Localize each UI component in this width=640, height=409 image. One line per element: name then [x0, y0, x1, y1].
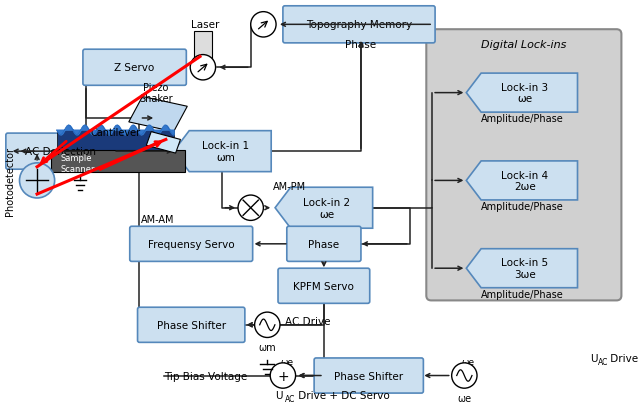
Text: Phase Shifter: Phase Shifter [334, 371, 403, 381]
Text: Z Servo: Z Servo [115, 63, 155, 73]
Circle shape [251, 13, 276, 38]
Text: AM-PM: AM-PM [273, 182, 307, 192]
Text: Phase: Phase [346, 40, 376, 50]
Text: Sample
Scanner: Sample Scanner [61, 154, 95, 173]
FancyBboxPatch shape [287, 227, 361, 262]
Text: AC Deflection: AC Deflection [25, 147, 96, 157]
Text: Amplitude/Phase: Amplitude/Phase [481, 114, 563, 124]
Text: Amplitude/Phase: Amplitude/Phase [481, 289, 563, 299]
Text: Lock-in 1
ωm: Lock-in 1 ωm [202, 141, 249, 162]
FancyBboxPatch shape [83, 50, 186, 86]
Text: AC: AC [598, 357, 609, 366]
Text: Laser: Laser [191, 20, 219, 30]
Text: ωe: ωe [458, 393, 472, 403]
Text: Lock-in 3
ωe: Lock-in 3 ωe [501, 83, 548, 104]
Text: AC: AC [285, 394, 295, 403]
FancyBboxPatch shape [6, 134, 115, 170]
Bar [51, 151, 186, 172]
Circle shape [238, 196, 264, 221]
Text: +: + [277, 369, 289, 382]
FancyBboxPatch shape [283, 7, 435, 44]
Text: Lock-in 4
2ωe: Lock-in 4 2ωe [501, 170, 548, 192]
FancyBboxPatch shape [426, 30, 621, 301]
Text: Frequensy Servo: Frequensy Servo [148, 239, 234, 249]
Polygon shape [129, 97, 188, 133]
Text: Tip Bias Voltage: Tip Bias Voltage [164, 371, 247, 381]
Polygon shape [467, 162, 577, 200]
Text: U: U [590, 353, 598, 363]
Polygon shape [275, 188, 372, 229]
Circle shape [270, 363, 296, 388]
Text: Cantilever: Cantilever [90, 127, 140, 137]
Text: ωe: ωe [461, 357, 475, 366]
Polygon shape [467, 74, 577, 113]
Circle shape [19, 164, 54, 198]
Text: Lock-in 2
ωe: Lock-in 2 ωe [303, 198, 351, 219]
FancyBboxPatch shape [278, 269, 370, 303]
Text: Phase Shifter: Phase Shifter [157, 320, 226, 330]
Circle shape [452, 363, 477, 388]
FancyBboxPatch shape [194, 32, 212, 65]
Text: AM-AM: AM-AM [141, 215, 175, 225]
Text: Digital Lock-ins: Digital Lock-ins [481, 40, 566, 50]
Text: Drive: Drive [607, 353, 638, 363]
Polygon shape [173, 131, 271, 172]
FancyBboxPatch shape [130, 227, 253, 262]
Text: ωe: ωe [280, 357, 293, 366]
Circle shape [255, 312, 280, 338]
Text: ωm: ωm [259, 342, 276, 353]
FancyBboxPatch shape [138, 308, 245, 342]
Text: Lock-in 5
3ωe: Lock-in 5 3ωe [501, 258, 548, 279]
Text: KPFM Servo: KPFM Servo [293, 281, 355, 291]
Text: Photodetector: Photodetector [4, 146, 15, 216]
Circle shape [190, 56, 216, 81]
Polygon shape [467, 249, 577, 288]
Text: Topography Memory: Topography Memory [306, 20, 412, 30]
Text: AC Drive: AC Drive [285, 316, 330, 326]
Bar [56, 130, 173, 152]
Text: Phase: Phase [308, 239, 339, 249]
Text: U: U [275, 390, 283, 400]
Text: Drive + DC Servo: Drive + DC Servo [294, 390, 389, 400]
Text: Amplitude/Phase: Amplitude/Phase [481, 201, 563, 211]
Polygon shape [147, 133, 180, 154]
Text: Piezo
Shaker: Piezo Shaker [140, 83, 173, 104]
FancyBboxPatch shape [314, 358, 424, 393]
